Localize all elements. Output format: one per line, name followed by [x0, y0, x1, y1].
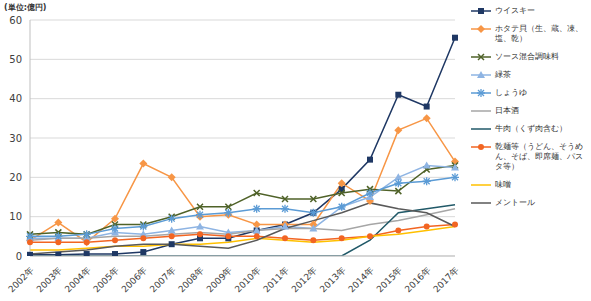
html-text:緑茶: 緑茶 — [495, 70, 511, 79]
svg-text:2005年: 2005年 — [91, 265, 121, 295]
svg-text:30: 30 — [9, 133, 22, 144]
html-text:乾麺等（うどん、そうめん、そば、即席麺、パスタ等）: 乾麺等（うどん、そうめん、そば、即席麺、パスタ等） — [495, 142, 583, 171]
svg-text:2010年: 2010年 — [233, 265, 263, 295]
svg-text:50: 50 — [9, 54, 22, 65]
html-text:メントール: メントール — [495, 198, 535, 207]
html-text:ソース混合調味料: ソース混合調味料 — [495, 52, 559, 61]
svg-text:2017年: 2017年 — [431, 265, 461, 295]
html-text:日本酒: 日本酒 — [495, 106, 519, 115]
svg-text:10: 10 — [9, 211, 22, 222]
svg-text:2003年: 2003年 — [35, 265, 65, 295]
svg-text:2008年: 2008年 — [176, 265, 206, 295]
svg-text:2007年: 2007年 — [148, 265, 178, 295]
svg-text:2009年: 2009年 — [205, 265, 235, 295]
svg-text:60: 60 — [9, 15, 22, 26]
html-text:ウイスキー: ウイスキー — [495, 6, 535, 15]
svg-text:2015年: 2015年 — [375, 265, 405, 295]
html-text:牛肉（くず肉含む）: 牛肉（くず肉含む） — [495, 124, 567, 133]
html-text:味噌: 味噌 — [495, 180, 511, 189]
svg-text:2006年: 2006年 — [120, 265, 150, 295]
svg-text:2013年: 2013年 — [318, 265, 348, 295]
svg-text:20: 20 — [9, 172, 22, 183]
svg-text:0: 0 — [16, 251, 22, 262]
svg-text:2014年: 2014年 — [346, 265, 376, 295]
html-text:(単位:億円): (単位:億円) — [4, 3, 47, 12]
html-text:しょうゆ: しょうゆ — [495, 88, 527, 97]
svg-text:2012年: 2012年 — [290, 265, 320, 295]
svg-text:2011年: 2011年 — [261, 265, 291, 295]
svg-text:2016年: 2016年 — [403, 265, 433, 295]
svg-text:2002年: 2002年 — [8, 265, 36, 295]
html-text:ホタテ貝（生、蔵、凍、塩、乾）: ホタテ貝（生、蔵、凍、塩、乾） — [495, 24, 583, 43]
svg-text:2004年: 2004年 — [63, 265, 93, 295]
svg-text:40: 40 — [9, 93, 22, 104]
